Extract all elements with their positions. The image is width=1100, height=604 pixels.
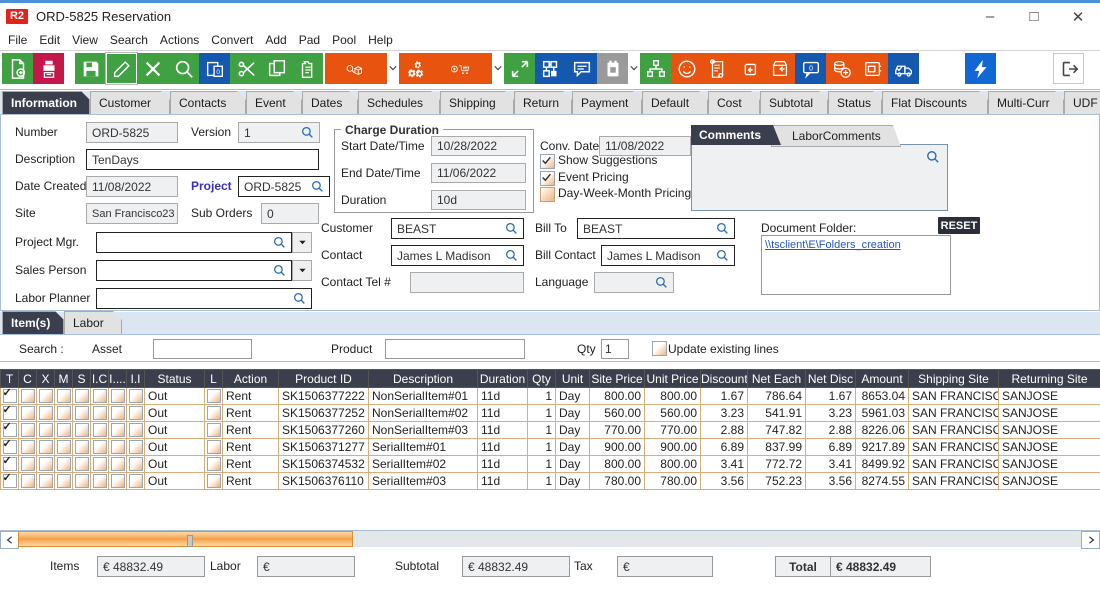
svg-text:0: 0 [809, 65, 813, 72]
svg-text:PO: PO [463, 66, 468, 70]
svg-text:0: 0 [216, 69, 220, 76]
